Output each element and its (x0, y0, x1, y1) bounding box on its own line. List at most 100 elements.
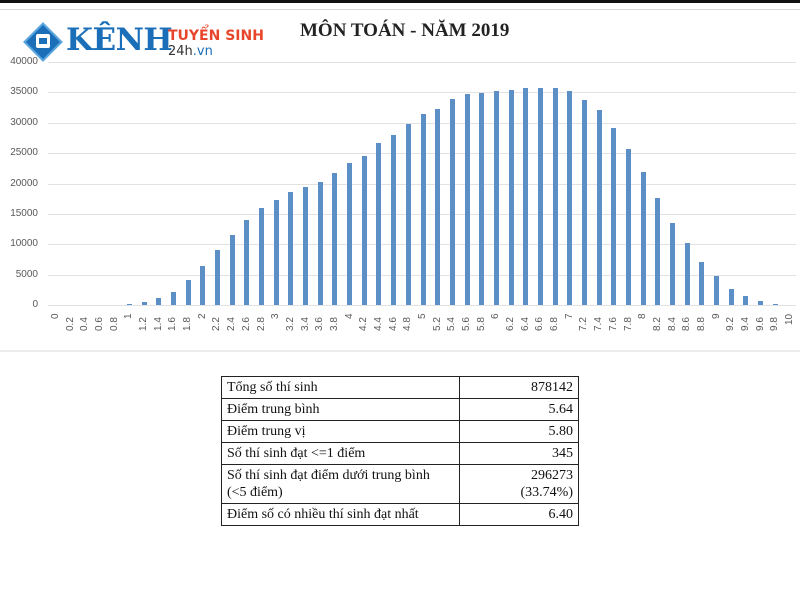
statistics-table: Tổng số thí sinh 878142 Điểm trung bình 5.6… (221, 376, 579, 526)
x-axis-tick-label: 9.6 (754, 317, 766, 331)
row-value: 878142 (459, 376, 579, 399)
row-value: 5.64 (459, 398, 579, 421)
bar (156, 297, 162, 305)
x-axis-tick-label: 7.8 (622, 317, 634, 331)
bar (435, 108, 441, 305)
row-value-subtext: (33.74%) (520, 485, 574, 500)
bar (361, 155, 367, 305)
x-axis-tick-label: 4.8 (402, 317, 414, 331)
row-value-text: 878142 (531, 380, 573, 395)
bar (640, 171, 646, 305)
row-value: 5.80 (459, 420, 579, 443)
x-axis-tick-label: 5.8 (475, 317, 487, 331)
x-axis-tick-label: 6.8 (549, 317, 561, 331)
row-value-text: 296273 (531, 468, 573, 483)
x-axis-tick-label: 5 (417, 313, 428, 319)
y-axis-tick-label: 20000 (10, 177, 38, 189)
bar (523, 87, 529, 305)
x-axis-tick-label: 3 (270, 313, 282, 319)
y-axis-tick-label: 15000 (10, 207, 38, 219)
y-axis-tick-label: 0 (32, 299, 38, 310)
kenh-tuyen-sinh-logo: KÊNH TUYỂN SINH 24h.vn (23, 22, 264, 64)
bar (596, 109, 602, 305)
table-row: Điểm số có nhiều thí sinh đạt nhất 6.40 (221, 503, 579, 526)
x-axis-tick-label: 7.2 (578, 317, 590, 331)
bar (611, 128, 617, 305)
row-label: Điểm trung bình (221, 398, 460, 421)
row-label-text: Tổng số thí sinh (227, 380, 318, 395)
row-value: 6.40 (459, 503, 579, 526)
y-axis-tick-label: 10000 (10, 238, 38, 250)
bar (743, 295, 749, 305)
bar (567, 91, 573, 305)
chart-bottom-divider (0, 350, 800, 352)
row-label: Điểm trung vị (221, 420, 460, 443)
bar (347, 163, 353, 305)
row-label: Số thí sinh đạt điểm dưới trung bình (<5 … (221, 464, 460, 504)
bar (259, 208, 265, 305)
bar (170, 291, 176, 305)
x-axis-tick-label: 0 (50, 313, 61, 319)
x-axis-tick-label: 4.2 (358, 317, 370, 331)
logo-tagline: TUYỂN SINH (168, 28, 264, 44)
score-distribution-chart: 0 5000 10000 15000 20000 25000 30000 35000 40000… (0, 55, 800, 350)
x-axis-tick-label: 3.4 (299, 317, 311, 331)
x-axis-tick-label: 6 (490, 313, 502, 319)
row-label-text: Số thí sinh đạt <=1 điểm (227, 446, 366, 461)
x-axis-tick-label: 8.6 (681, 317, 693, 331)
bar (493, 90, 499, 305)
x-axis-tick-label: 7 (563, 313, 575, 319)
table-row: Tổng số thí sinh 878142 (221, 376, 579, 399)
x-axis-tick-label: 6.2 (505, 317, 517, 331)
x-axis-tick-label: 6.4 (519, 317, 531, 331)
x-axis-tick-label: 4.4 (372, 317, 384, 331)
bar (141, 301, 147, 305)
row-value-text: 345 (552, 446, 573, 461)
table-row: Điểm trung bình 5.64 (221, 398, 579, 421)
bar (229, 235, 235, 305)
bar (244, 219, 250, 305)
x-axis-tick-label: 0.6 (94, 317, 106, 331)
x-axis-tick-label: 1.2 (138, 317, 150, 331)
bar (420, 114, 426, 305)
row-label: Số thí sinh đạt <=1 điểm (221, 442, 460, 465)
y-axis-tick-label: 35000 (10, 86, 38, 98)
x-axis-tick-label: 1.6 (167, 317, 179, 331)
x-axis-tick-label: 9.8 (769, 317, 781, 331)
gridline (48, 92, 796, 94)
row-label: Điểm số có nhiều thí sinh đạt nhất (221, 503, 460, 526)
bar (464, 94, 470, 305)
row-label-subtext: (<5 điểm) (227, 485, 283, 500)
row-label-text: Số thí sinh đạt điểm dưới trung bình (227, 468, 430, 483)
row-label: Tổng số thí sinh (221, 376, 460, 399)
bar (391, 134, 397, 305)
x-axis-tick-label: 0.8 (108, 317, 120, 331)
bar (684, 243, 690, 305)
row-label-text: Điểm số có nhiều thí sinh đạt nhất (227, 507, 419, 522)
bar (288, 192, 294, 305)
bar (449, 99, 455, 305)
x-axis-tick-label: 6.6 (534, 317, 546, 331)
table-row: Điểm trung vị 5.80 (221, 420, 579, 443)
bar (273, 199, 279, 305)
bar (728, 288, 734, 305)
row-value: 345 (459, 442, 579, 465)
logo-brand: KÊNH (66, 22, 173, 58)
x-axis-tick-label: 9 (710, 313, 722, 319)
x-axis-tick-label: 3.8 (328, 317, 340, 331)
row-value-text: 5.64 (548, 402, 574, 417)
bar (332, 173, 338, 305)
bar (670, 222, 676, 305)
x-axis-tick-label: 1 (123, 313, 135, 319)
x-axis-tick-label: 9.4 (739, 317, 751, 331)
bar (317, 181, 323, 305)
y-axis-tick-label: 25000 (10, 147, 38, 159)
x-axis-tick-label: 4.6 (387, 317, 399, 331)
x-axis-tick-label: 5.4 (446, 317, 458, 331)
x-axis-tick-label: 5.2 (431, 317, 443, 331)
bar (714, 276, 720, 305)
bar (655, 198, 661, 305)
x-axis-tick-label: 8.4 (666, 317, 678, 331)
bar (758, 301, 764, 305)
x-axis-tick-label: 7.6 (607, 317, 619, 331)
